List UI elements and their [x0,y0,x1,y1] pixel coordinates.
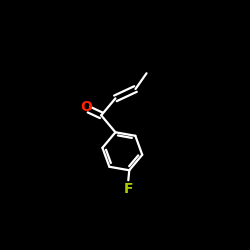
Text: F: F [124,182,133,196]
Text: O: O [80,100,92,114]
